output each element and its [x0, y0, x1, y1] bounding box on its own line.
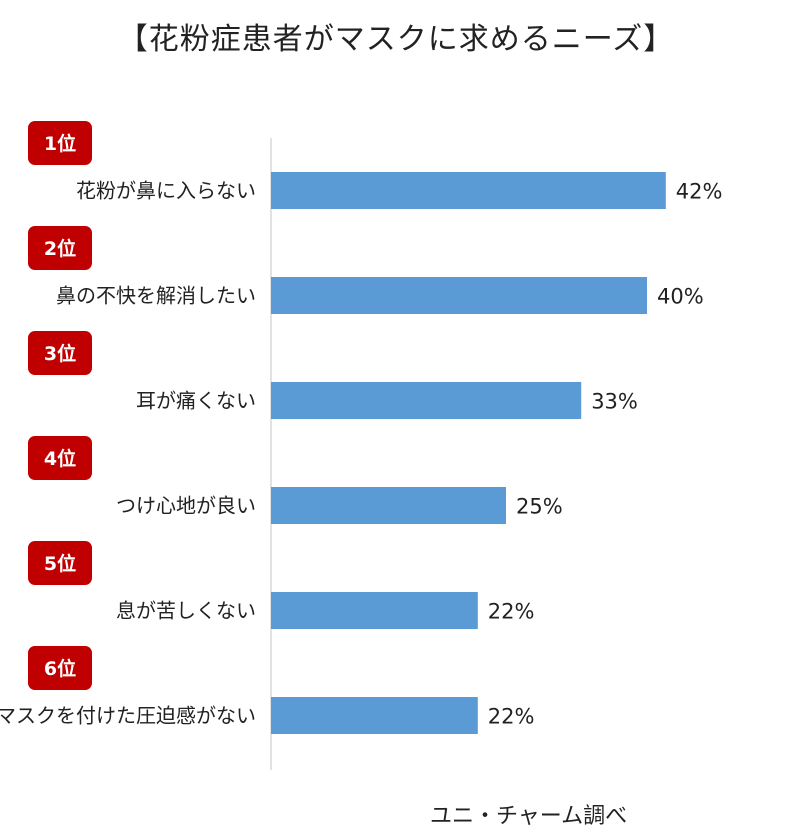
rank-badge — [28, 436, 92, 480]
rank-label: 3位 — [44, 342, 76, 365]
value-label: 40% — [657, 285, 704, 309]
value-label: 25% — [516, 495, 563, 519]
source-note: ユニ・チャーム調べ — [430, 804, 628, 829]
value-label: 33% — [591, 390, 638, 414]
rank-label: 5位 — [44, 552, 76, 575]
rank-label: 2位 — [44, 237, 76, 260]
bar — [271, 382, 582, 419]
chart-title: 【花粉症患者がマスクに求めるニーズ】 — [117, 22, 675, 57]
category-label: つけ心地が良い — [116, 494, 256, 518]
rank-label: 4位 — [44, 447, 76, 470]
bar — [271, 172, 666, 209]
value-label: 42% — [676, 180, 723, 204]
bar — [271, 277, 647, 314]
category-label: 息が苦しくない — [116, 599, 256, 623]
category-label: 花粉が鼻に入らない — [76, 179, 256, 203]
category-label: 鼻の不快を解消したい — [56, 284, 256, 308]
bar — [271, 697, 478, 734]
value-label: 22% — [488, 705, 535, 729]
value-label: 22% — [488, 600, 535, 624]
rank-label: 1位 — [44, 132, 76, 155]
category-label: 耳が痛くない — [136, 389, 256, 413]
rank-badge — [28, 121, 92, 165]
rank-label: 6位 — [44, 657, 76, 680]
rank-badge — [28, 646, 92, 690]
rank-badge — [28, 226, 92, 270]
category-label: マスクを付けた圧迫感がない — [0, 704, 256, 728]
bar — [271, 592, 478, 629]
rank-badge — [28, 331, 92, 375]
rank-badge — [28, 541, 92, 585]
bar — [271, 487, 506, 524]
